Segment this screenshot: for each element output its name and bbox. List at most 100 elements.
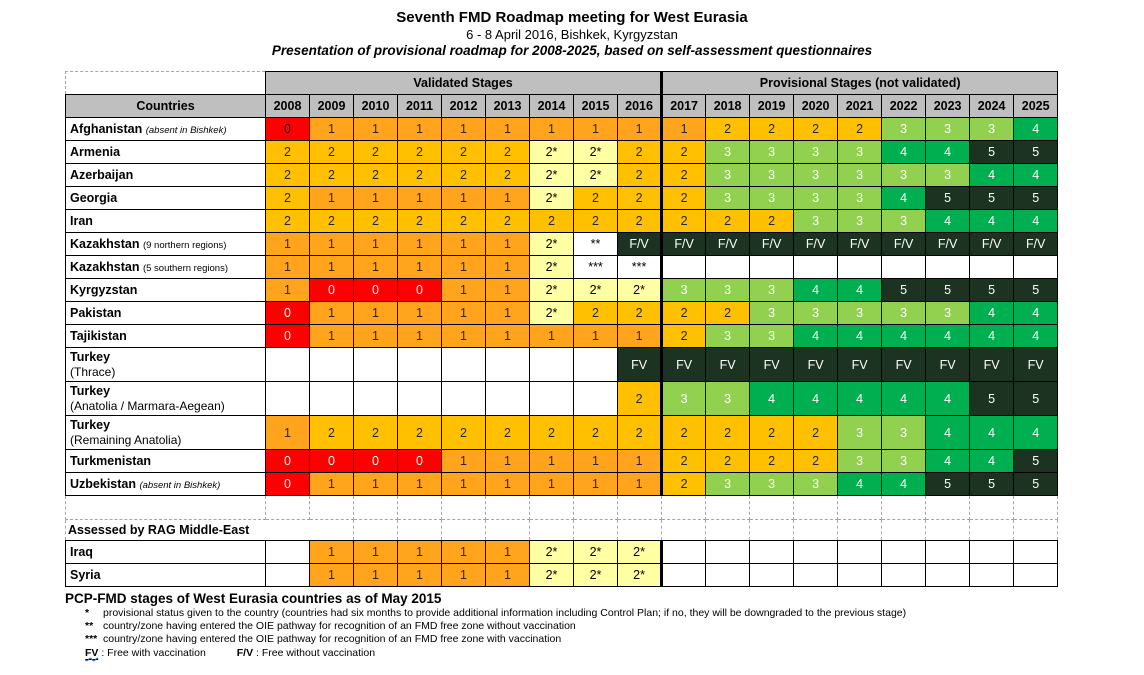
countries-header: Countries <box>65 94 266 118</box>
spacer-cell <box>881 495 927 520</box>
stage-cell: 1 <box>573 472 618 496</box>
stage-cell: 1 <box>309 301 354 325</box>
footer-heading: PCP-FMD stages of West Eurasia countries… <box>65 591 442 606</box>
stage-cell: 1 <box>616 324 663 348</box>
stage-cell: 3 <box>837 163 883 187</box>
stage-cell <box>660 255 707 279</box>
country-cell: Syria <box>65 563 266 587</box>
country-cell: Kyrgyzstan <box>65 278 266 302</box>
stage-cell: 1 <box>485 117 530 141</box>
spacer-cell <box>749 495 795 520</box>
stage-cell: 2 <box>573 301 618 325</box>
stage-cell: 2 <box>705 117 751 141</box>
spacer-cell <box>573 495 618 520</box>
stage-cell <box>969 563 1015 587</box>
spacer-cell <box>1013 519 1059 541</box>
country-subregion: (Thrace) <box>70 364 116 379</box>
stage-cell: 4 <box>1013 415 1059 450</box>
stage-cell: F/V <box>925 232 971 256</box>
footnote-text: country/zone having entered the OIE path… <box>103 620 576 632</box>
stage-cell: 0 <box>309 278 354 302</box>
country-name: Iraq <box>70 545 93 559</box>
stage-cell: 3 <box>749 278 795 302</box>
table-row: Syria 1 1 1 1 1 2* 2* 2* <box>65 563 1059 587</box>
stage-cell: 2 <box>749 209 795 233</box>
spacer-cell <box>969 519 1015 541</box>
stage-cell: 2 <box>529 415 574 450</box>
stage-cell <box>573 347 618 382</box>
stage-cell: 1 <box>573 324 618 348</box>
stage-cell: 2 <box>309 163 354 187</box>
country-cell: Afghanistan (absent in Bishkek) <box>65 117 266 141</box>
spacer-cell <box>616 519 663 541</box>
country-cell: Azerbaijan <box>65 163 266 187</box>
stage-cell: 3 <box>793 140 839 164</box>
footer: PCP-FMD stages of West Eurasia countries… <box>65 591 1060 660</box>
footnote-symbol: ** <box>85 620 94 632</box>
stage-cell: 2 <box>265 163 310 187</box>
table-row: Armenia 2 2 2 2 2 2 2* 2* 2 2 3 3 3 3 4 4 5 5 <box>65 140 1059 164</box>
stage-cell: 1 <box>485 255 530 279</box>
stage-cell <box>837 563 883 587</box>
country-name: Armenia <box>70 145 121 159</box>
year-header-row: Countries 2008 2009 2010 2011 2012 2013 2014 201… <box>65 94 1059 118</box>
stage-cell: 5 <box>1013 381 1059 416</box>
stage-cell: 4 <box>837 278 883 302</box>
stage-cell: 2 <box>616 381 663 416</box>
stage-cell: 2 <box>660 301 707 325</box>
spacer-cell <box>925 495 971 520</box>
stage-cell: 2 <box>441 163 486 187</box>
stage-cell: FV <box>881 347 927 382</box>
spacer-cell <box>65 495 266 520</box>
stage-cell: 2 <box>309 415 354 450</box>
stage-cell: 1 <box>441 540 486 564</box>
stage-cell: 2 <box>616 163 663 187</box>
country-cell: Turkey (Remaining Anatolia) <box>65 415 266 450</box>
stage-cell: 3 <box>749 301 795 325</box>
country-cell: Iran <box>65 209 266 233</box>
footnote-text: country/zone having entered the OIE path… <box>103 633 562 645</box>
country-cell: Georgia <box>65 186 266 210</box>
year-header: 2009 <box>309 94 354 118</box>
stage-cell: 1 <box>485 324 530 348</box>
stage-cell: 3 <box>705 163 751 187</box>
stage-cell: 2 <box>573 209 618 233</box>
stage-cell: 3 <box>660 381 707 416</box>
stage-cell: 2 <box>353 140 398 164</box>
table-row: Turkey (Remaining Anatolia) 1 2 2 2 2 2 2 2 2 2 2 2 2 3… <box>65 415 1059 450</box>
stage-cell: 4 <box>969 301 1015 325</box>
stage-cell: 2 <box>485 140 530 164</box>
stage-cell: FV <box>749 347 795 382</box>
stage-cell: 5 <box>925 186 971 210</box>
stage-cell: 2* <box>529 278 574 302</box>
stage-cell: 0 <box>265 301 310 325</box>
stage-cell: 4 <box>1013 209 1059 233</box>
stage-cell: 4 <box>749 381 795 416</box>
stage-cell: 2 <box>573 415 618 450</box>
stage-cell: 4 <box>881 186 927 210</box>
stage-cell: 2 <box>265 186 310 210</box>
stage-cell: 1 <box>309 472 354 496</box>
spacer-cell <box>485 519 530 541</box>
stage-cell <box>925 540 971 564</box>
spacer-cell <box>529 495 574 520</box>
legend-fv-label: FV <box>85 647 99 660</box>
stage-cell: 3 <box>925 117 971 141</box>
stage-cell: 2 <box>441 415 486 450</box>
stage-cell: 2 <box>705 209 751 233</box>
stage-cell: 2* <box>529 301 574 325</box>
group-header-row: Validated Stages Provisional Stages (not … <box>65 71 1059 95</box>
country-name: Syria <box>70 568 101 582</box>
stage-cell: 1 <box>353 232 398 256</box>
stage-cell: 1 <box>529 117 574 141</box>
country-cell: Uzbekistan (absent in Bishkek) <box>65 472 266 496</box>
stage-cell: 1 <box>397 186 442 210</box>
footnote: ** country/zone having entered the OIE pa… <box>65 620 1060 632</box>
stage-cell <box>441 381 486 416</box>
table-row: Kazakhstan (9 northern regions) 1 1 1 1 1 1 2* *… <box>65 232 1059 256</box>
stage-cell: 4 <box>881 472 927 496</box>
stage-cell: 1 <box>353 117 398 141</box>
stage-cell <box>969 540 1015 564</box>
stage-cell: 2 <box>660 140 707 164</box>
stage-cell: 1 <box>309 117 354 141</box>
